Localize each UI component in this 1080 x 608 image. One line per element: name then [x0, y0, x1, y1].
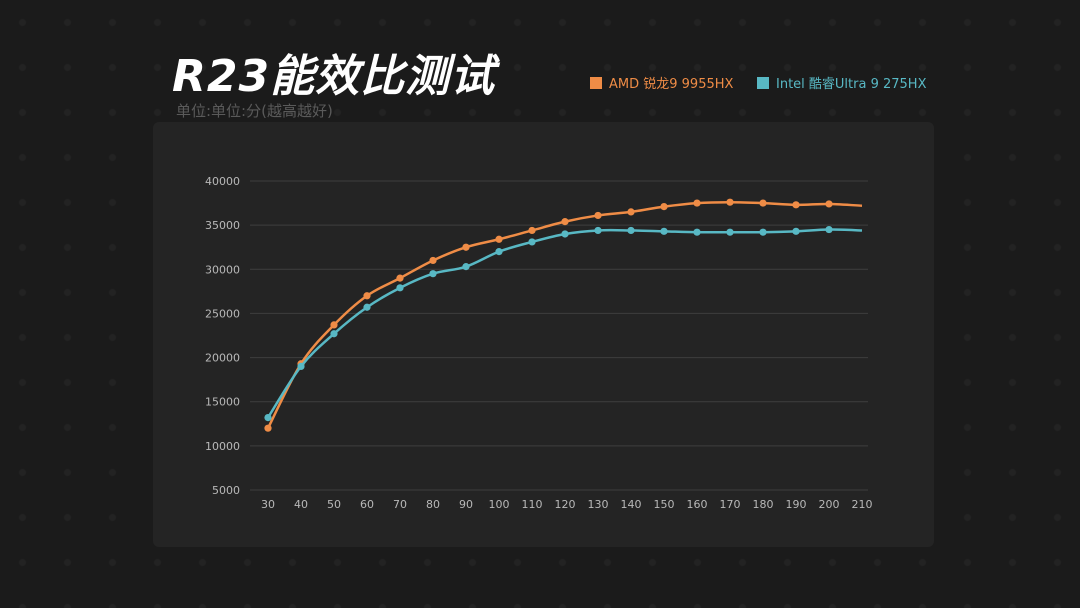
- y-tick-label: 20000: [205, 352, 240, 365]
- x-tick-label: 70: [393, 498, 407, 511]
- x-tick-label: 140: [621, 498, 642, 511]
- data-point-intel: [363, 303, 371, 311]
- data-point-intel: [825, 225, 833, 234]
- data-point-amd: [792, 201, 800, 209]
- x-tick-label: 30: [261, 498, 275, 511]
- y-tick-label: 30000: [205, 263, 240, 276]
- data-point-amd: [693, 199, 701, 207]
- x-tick-label: 150: [654, 498, 675, 511]
- data-point-amd: [264, 424, 272, 432]
- x-tick-label: 180: [753, 498, 774, 511]
- data-point-intel: [495, 248, 503, 256]
- x-tick-label: 160: [687, 498, 708, 511]
- y-tick-label: 25000: [205, 307, 240, 320]
- data-point-amd: [660, 203, 668, 211]
- data-point-intel: [792, 227, 800, 235]
- data-point-intel: [627, 226, 635, 235]
- series-line-intel: [266, 228, 863, 419]
- legend-label-amd: AMD 锐龙9 9955HX: [609, 77, 734, 92]
- x-tick-label: 80: [426, 498, 440, 511]
- x-tick-label: 120: [555, 498, 576, 511]
- data-point-intel: [264, 414, 272, 422]
- data-point-amd: [495, 235, 503, 243]
- data-point-intel: [429, 270, 437, 278]
- data-point-intel: [660, 227, 668, 235]
- chart-panel: [153, 122, 934, 547]
- y-tick-label: 40000: [205, 175, 240, 188]
- data-point-intel: [462, 263, 470, 271]
- x-tick-label: 90: [459, 498, 473, 511]
- x-tick-label: 190: [786, 498, 807, 511]
- y-tick-label: 5000: [212, 484, 240, 497]
- data-point-intel: [693, 228, 701, 236]
- x-tick-label: 200: [819, 498, 840, 511]
- data-point-amd: [759, 199, 767, 207]
- data-point-amd: [627, 208, 635, 216]
- data-point-amd: [396, 274, 404, 282]
- data-point-intel: [528, 238, 536, 246]
- data-point-intel: [396, 284, 404, 292]
- data-point-amd: [330, 321, 338, 329]
- y-tick-label: 10000: [205, 440, 240, 453]
- legend-item-intel: Intel 酷睿Ultra 9 275HX: [757, 73, 926, 92]
- data-point-intel: [561, 230, 569, 238]
- x-tick-label: 210: [852, 498, 873, 511]
- data-point-intel: [297, 362, 305, 370]
- data-point-amd: [726, 198, 734, 206]
- data-point-intel: [330, 330, 338, 338]
- x-tick-label: 60: [360, 498, 374, 511]
- legend-swatch-amd: [590, 76, 602, 89]
- chart-title: R23能效比测试: [172, 51, 496, 102]
- data-point-amd: [528, 226, 536, 235]
- data-point-amd: [825, 200, 833, 208]
- legend-swatch-intel: [757, 76, 769, 89]
- x-tick-label: 130: [588, 498, 609, 511]
- data-point-amd: [462, 243, 470, 251]
- y-tick-label: 15000: [205, 396, 240, 409]
- x-tick-label: 40: [294, 498, 308, 511]
- data-point-amd: [429, 256, 437, 265]
- x-tick-label: 100: [489, 498, 510, 511]
- data-point-intel: [759, 228, 767, 236]
- data-point-amd: [561, 218, 569, 226]
- data-point-intel: [726, 228, 734, 236]
- x-tick-label: 50: [327, 498, 341, 511]
- data-point-amd: [363, 292, 371, 300]
- legend-label-intel: Intel 酷睿Ultra 9 275HX: [776, 77, 927, 92]
- x-tick-label: 170: [720, 498, 741, 511]
- y-tick-label: 35000: [205, 219, 240, 232]
- data-point-amd: [594, 211, 602, 220]
- x-tick-label: 110: [522, 498, 543, 511]
- data-point-intel: [594, 226, 602, 235]
- legend-item-amd: AMD 锐龙9 9955HX: [590, 73, 733, 92]
- unit-label: 单位:单位:分(越高越好): [176, 102, 333, 120]
